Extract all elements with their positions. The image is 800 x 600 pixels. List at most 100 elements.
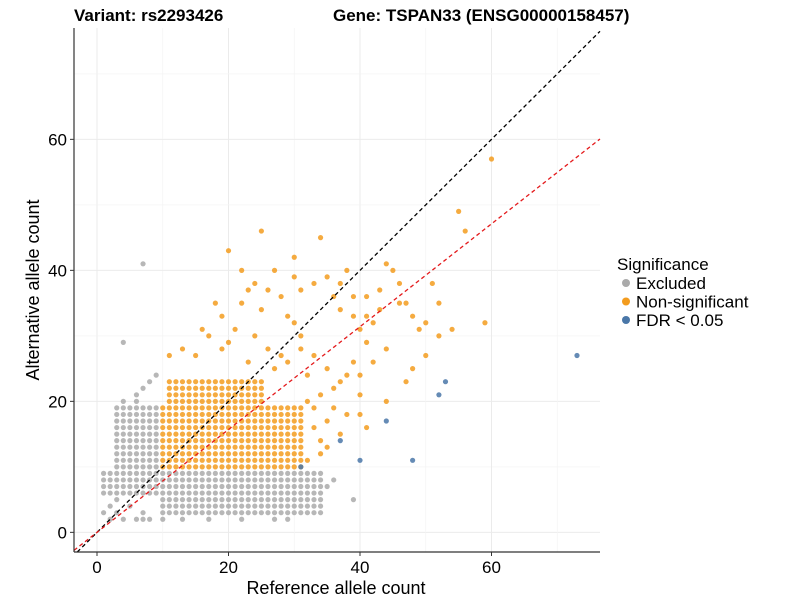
point-non-significant: [232, 398, 238, 404]
point-non-significant: [193, 457, 199, 463]
point-excluded: [127, 470, 133, 476]
point-non-significant: [173, 385, 179, 391]
point-excluded: [245, 470, 251, 476]
point-excluded: [179, 516, 186, 522]
point-excluded: [232, 470, 238, 476]
point-non-significant: [245, 418, 251, 424]
point-non-significant: [488, 156, 495, 162]
point-excluded: [219, 470, 225, 476]
point-non-significant: [239, 451, 245, 457]
point-non-significant: [291, 457, 297, 463]
point-non-significant: [193, 379, 199, 385]
point-non-significant: [160, 438, 166, 444]
point-non-significant: [239, 405, 245, 411]
point-non-significant: [410, 313, 416, 319]
point-non-significant: [173, 405, 179, 411]
point-excluded: [127, 438, 133, 444]
point-non-significant: [219, 411, 225, 418]
point-excluded: [140, 516, 146, 522]
point-non-significant: [285, 411, 291, 418]
point-non-significant: [258, 392, 264, 398]
point-non-significant: [482, 320, 488, 326]
point-excluded: [219, 510, 225, 516]
point-excluded: [140, 444, 146, 450]
point-excluded: [298, 470, 304, 476]
point-excluded: [186, 483, 192, 490]
point-non-significant: [271, 411, 278, 418]
x-axis-title: Reference allele count: [246, 578, 425, 598]
point-non-significant: [199, 451, 205, 457]
point-non-significant: [245, 287, 251, 293]
point-non-significant: [278, 457, 284, 463]
point-excluded: [304, 490, 311, 496]
point-excluded: [179, 490, 186, 496]
point-non-significant: [271, 457, 278, 463]
point-non-significant: [383, 398, 389, 404]
point-non-significant: [245, 431, 251, 437]
point-excluded: [278, 477, 284, 483]
point-excluded: [265, 483, 271, 490]
point-excluded: [133, 483, 140, 490]
point-excluded: [258, 510, 264, 516]
point-excluded: [193, 510, 199, 516]
point-excluded: [239, 483, 245, 490]
point-non-significant: [252, 418, 258, 424]
point-excluded: [252, 490, 258, 496]
point-excluded: [120, 398, 126, 404]
point-non-significant: [199, 379, 205, 385]
point-excluded: [212, 497, 218, 503]
point-excluded: [114, 431, 120, 437]
point-excluded: [317, 503, 324, 509]
point-excluded: [107, 483, 113, 490]
point-non-significant: [179, 379, 186, 385]
point-excluded: [179, 497, 186, 503]
point-non-significant: [271, 444, 278, 450]
point-non-significant: [265, 438, 271, 444]
y-axis-title: Alternative allele count: [23, 199, 43, 380]
point-non-significant: [258, 431, 264, 437]
point-non-significant: [304, 457, 311, 463]
point-excluded: [173, 477, 179, 483]
point-excluded: [206, 477, 212, 483]
point-non-significant: [206, 424, 212, 431]
point-non-significant: [337, 431, 343, 437]
point-non-significant: [160, 451, 166, 457]
point-excluded: [212, 470, 218, 476]
point-excluded: [206, 483, 212, 490]
point-excluded: [258, 483, 264, 490]
point-non-significant: [258, 411, 264, 418]
point-non-significant: [232, 431, 238, 437]
point-excluded: [153, 372, 159, 378]
point-excluded: [285, 510, 291, 516]
point-excluded: [265, 490, 271, 496]
point-excluded: [258, 503, 264, 509]
point-excluded: [153, 411, 159, 418]
point-excluded: [179, 477, 186, 483]
point-excluded: [206, 503, 212, 509]
chart-title-gene: Gene: TSPAN33 (ENSG00000158457): [333, 6, 629, 25]
point-excluded: [278, 503, 284, 509]
point-excluded: [350, 497, 357, 503]
point-excluded: [265, 503, 271, 509]
point-non-significant: [285, 457, 291, 463]
point-non-significant: [285, 451, 291, 457]
point-non-significant: [278, 444, 284, 450]
point-excluded: [133, 405, 140, 411]
point-non-significant: [219, 379, 225, 385]
point-non-significant: [212, 392, 218, 398]
point-excluded: [133, 444, 140, 450]
point-excluded: [114, 457, 120, 463]
point-excluded: [186, 510, 192, 516]
point-non-significant: [278, 431, 284, 437]
point-excluded: [206, 470, 212, 476]
point-excluded: [199, 477, 205, 483]
point-excluded: [206, 490, 212, 496]
axes: [73, 28, 600, 553]
point-non-significant: [331, 405, 337, 411]
point-non-significant: [298, 411, 304, 418]
point-excluded: [304, 483, 311, 490]
point-excluded: [291, 470, 297, 476]
point-excluded: [258, 477, 264, 483]
point-non-significant: [239, 431, 245, 437]
